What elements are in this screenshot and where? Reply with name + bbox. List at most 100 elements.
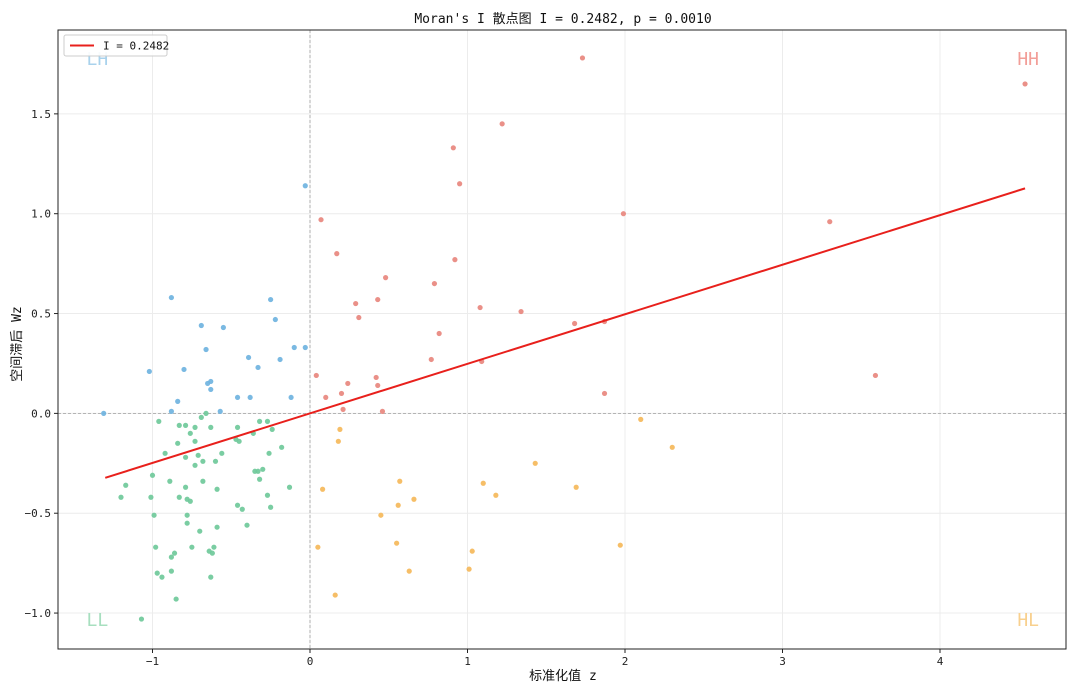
point-hl-15 <box>315 544 321 550</box>
point-lh-21 <box>217 408 223 414</box>
legend-box <box>63 34 168 57</box>
point-hh-5 <box>620 211 627 217</box>
point-hl-2 <box>335 438 341 444</box>
point-ll-14 <box>236 438 242 444</box>
point-ll-15 <box>192 438 198 444</box>
point-hh-9 <box>452 257 458 263</box>
quadrant-label-hh: HH <box>1017 49 1039 70</box>
point-lh-17 <box>288 394 294 401</box>
point-ll-36 <box>214 486 220 492</box>
point-lh-5 <box>220 324 226 331</box>
point-ll-28 <box>255 468 261 474</box>
point-lh-0 <box>302 183 308 189</box>
point-hh-26 <box>375 382 381 389</box>
point-lh-13 <box>146 368 152 375</box>
point-ll-58 <box>168 554 174 560</box>
point-hl-9 <box>493 492 499 498</box>
point-hl-19 <box>332 592 338 598</box>
point-lh-15 <box>205 380 211 387</box>
point-hh-2 <box>499 121 505 127</box>
point-ll-64 <box>138 616 145 622</box>
point-hl-1 <box>337 426 343 432</box>
point-lh-20 <box>175 398 181 404</box>
x-axis-label: 标准化值 z <box>529 668 597 684</box>
point-lh-1 <box>168 294 174 301</box>
point-ll-60 <box>168 568 174 574</box>
point-hh-31 <box>379 408 386 414</box>
point-ll-37 <box>264 492 271 498</box>
point-hl-12 <box>378 512 384 518</box>
point-lh-16 <box>208 386 214 393</box>
scatter-points <box>101 55 1028 622</box>
point-ll-38 <box>176 494 182 500</box>
point-ll-21 <box>162 450 168 456</box>
point-ll-20 <box>195 452 201 458</box>
chart-title: Moran's I 散点图 I = 0.2482, p = 0.0010 <box>414 12 711 27</box>
point-hh-23 <box>872 372 879 379</box>
point-hl-3 <box>669 444 675 450</box>
y-tick-label-0: −1.0 <box>25 607 52 620</box>
point-hh-4 <box>457 181 463 187</box>
point-ll-43 <box>234 502 241 508</box>
y-axis-label: 空间滞后 Wz <box>10 306 25 381</box>
point-ll-47 <box>151 512 157 518</box>
point-hl-14 <box>617 542 623 548</box>
point-lh-2 <box>268 296 274 303</box>
point-lh-3 <box>272 316 278 323</box>
point-ll-5 <box>176 422 182 428</box>
point-ll-24 <box>212 458 219 464</box>
point-ll-57 <box>171 550 178 556</box>
point-ll-30 <box>257 476 263 482</box>
point-ll-7 <box>208 424 214 430</box>
point-hl-7 <box>573 484 579 490</box>
point-ll-56 <box>209 550 215 556</box>
point-ll-12 <box>187 430 193 436</box>
point-ll-2 <box>264 418 271 424</box>
plot-frame <box>57 29 1067 650</box>
point-ll-52 <box>153 544 159 550</box>
point-hh-0 <box>579 55 586 61</box>
regression-line <box>104 187 1026 479</box>
point-hh-13 <box>353 300 359 307</box>
point-hh-20 <box>428 356 434 363</box>
point-ll-19 <box>266 450 272 456</box>
y-tick-label-4: 1.0 <box>31 208 51 221</box>
point-ll-9 <box>234 424 241 430</box>
point-ll-53 <box>211 544 217 550</box>
point-lh-9 <box>245 354 252 361</box>
point-ll-33 <box>182 484 189 490</box>
point-hh-30 <box>340 406 346 412</box>
y-tick-label-1: −0.5 <box>25 507 52 520</box>
point-hh-28 <box>338 390 345 397</box>
point-lh-23 <box>101 410 107 416</box>
point-hh-3 <box>450 145 456 151</box>
x-tick-label-3: 2 <box>622 655 629 668</box>
point-ll-18 <box>219 450 225 456</box>
point-hl-0 <box>638 416 644 422</box>
point-lh-4 <box>198 322 204 329</box>
point-ll-40 <box>148 494 154 500</box>
point-lh-6 <box>302 344 308 351</box>
point-lh-7 <box>291 344 297 351</box>
point-hl-4 <box>532 460 538 466</box>
point-ll-0 <box>203 410 209 416</box>
point-ll-22 <box>182 454 189 460</box>
point-ll-42 <box>187 498 193 504</box>
legend: I = 0.2482 <box>63 34 169 57</box>
point-hh-22 <box>313 372 319 379</box>
point-ll-50 <box>214 524 220 530</box>
point-hh-29 <box>323 394 329 401</box>
point-ll-26 <box>260 466 266 472</box>
point-ll-51 <box>197 528 203 534</box>
point-hl-11 <box>395 502 401 508</box>
point-lh-22 <box>168 408 174 414</box>
point-ll-25 <box>192 462 198 468</box>
point-hl-5 <box>397 478 403 484</box>
point-hh-17 <box>572 320 578 327</box>
point-hl-13 <box>394 540 400 546</box>
point-ll-48 <box>184 520 190 526</box>
x-tick-label-0: −1 <box>146 655 159 668</box>
point-hh-12 <box>375 296 381 303</box>
